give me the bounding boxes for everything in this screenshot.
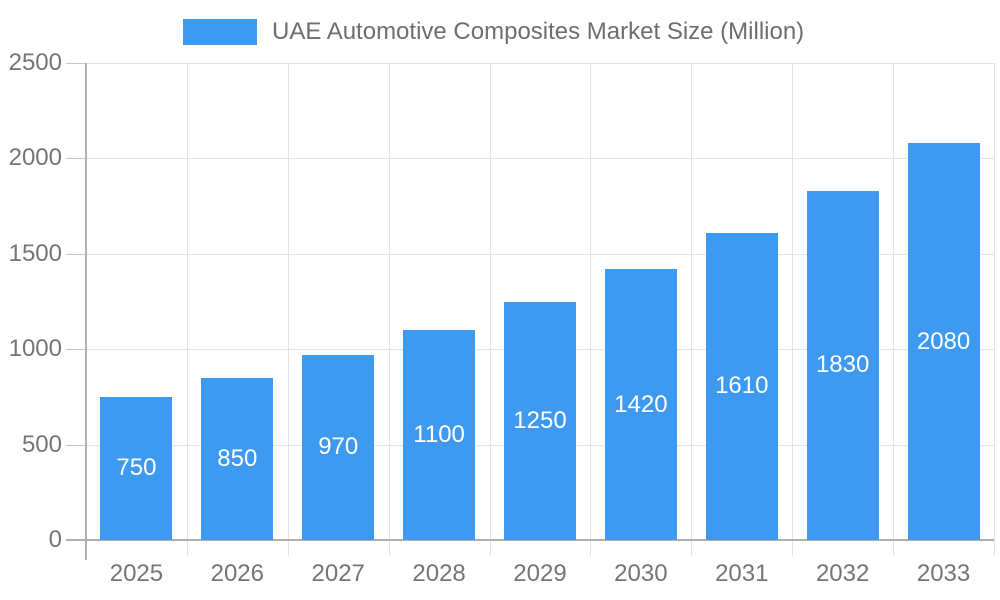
bar-value-label: 750	[116, 454, 157, 482]
legend-label: UAE Automotive Composites Market Size (M…	[272, 18, 805, 45]
y-tick-label: 1500	[8, 239, 62, 267]
bar[interactable]: 750	[100, 396, 173, 540]
y-axis-tick	[66, 349, 86, 351]
y-tick-label: 1000	[8, 335, 62, 363]
y-axis-tick	[66, 63, 86, 64]
x-tick-label: 2027	[311, 560, 365, 587]
bar[interactable]: 850	[201, 377, 274, 540]
gridline-vertical	[994, 63, 995, 556]
y-axis-tick	[66, 158, 86, 160]
gridline-vertical	[691, 63, 693, 556]
y-tick-label: 2500	[8, 49, 62, 76]
legend-swatch	[183, 19, 257, 45]
gridline-horizontal	[86, 158, 994, 160]
gridline-vertical	[590, 63, 592, 556]
bar-value-label: 1250	[513, 406, 567, 434]
y-tick-label: 2000	[8, 144, 62, 172]
x-tick-label: 2033	[916, 560, 971, 587]
gridline-horizontal	[86, 63, 994, 64]
x-tick-label: 2030	[614, 560, 668, 587]
bar-value-label: 1830	[815, 351, 870, 379]
bar[interactable]: 970	[302, 354, 375, 540]
y-tick-label: 500	[21, 430, 62, 458]
bar[interactable]: 1610	[705, 232, 778, 540]
x-tick-label: 2026	[210, 560, 264, 587]
y-axis-tick	[66, 253, 86, 255]
bar-value-label: 850	[217, 444, 258, 472]
bar[interactable]: 1830	[806, 190, 879, 540]
gridline-vertical	[489, 63, 491, 556]
bar[interactable]: 1250	[504, 301, 576, 540]
legend[interactable]: UAE Automotive Composites Market Size (M…	[183, 19, 804, 45]
gridline-horizontal	[86, 253, 994, 255]
gridline-vertical	[388, 63, 390, 556]
x-tick-label: 2028	[412, 560, 466, 587]
bar[interactable]: 1420	[604, 269, 677, 540]
bar-value-label: 2080	[916, 327, 971, 355]
bar-value-label: 1420	[614, 390, 668, 418]
y-axis-tick	[66, 444, 86, 446]
bar[interactable]: 1100	[403, 330, 476, 540]
x-tick-label: 2029	[513, 560, 567, 587]
gridline-vertical	[792, 63, 794, 556]
bar[interactable]: 2080	[907, 143, 980, 540]
y-tick-label: 0	[48, 526, 62, 553]
x-tick-label: 2031	[715, 560, 769, 587]
bar-value-label: 1100	[413, 421, 465, 449]
x-tick-label: 2032	[815, 560, 870, 587]
bar-value-label: 1610	[715, 372, 769, 400]
gridline-vertical	[287, 63, 289, 556]
y-axis-line	[85, 63, 87, 560]
x-tick-label: 2025	[109, 560, 164, 587]
x-axis-line	[66, 539, 994, 541]
bar-value-label: 970	[318, 433, 359, 461]
gridline-vertical	[893, 63, 895, 556]
gridline-vertical	[186, 63, 188, 556]
